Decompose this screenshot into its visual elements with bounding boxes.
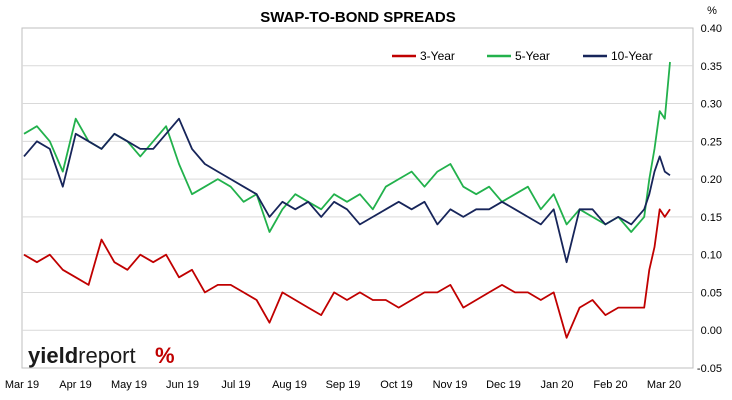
y-axis-unit: % xyxy=(707,5,717,17)
y-tick-label: 0.15 xyxy=(701,212,722,224)
x-tick-label: Oct 19 xyxy=(380,379,412,391)
x-tick-label: Aug 19 xyxy=(272,379,307,391)
x-tick-label: Nov 19 xyxy=(433,379,468,391)
x-tick-label: Jan 20 xyxy=(540,379,573,391)
legend-label: 10-Year xyxy=(611,49,653,63)
x-tick-label: Mar 19 xyxy=(5,379,39,391)
series-line-10-year xyxy=(23,117,671,264)
legend-label: 3-Year xyxy=(420,49,455,63)
yieldreport-logo: yieldreport % xyxy=(28,343,175,368)
logo-text-light: report xyxy=(78,343,135,368)
gridlines xyxy=(22,65,693,331)
x-axis-ticks: Mar 19 Apr 19 May 19 Jun 19 Jul 19 Aug 19 Sep … xyxy=(5,379,681,391)
chart-title: SWAP-TO-BOND SPREADS xyxy=(260,9,456,26)
series-line-3-year xyxy=(23,208,671,339)
y-tick-label: 0.25 xyxy=(701,136,722,148)
y-tick-label: 0.40 xyxy=(701,23,722,35)
logo-percent-mark: % xyxy=(155,343,175,368)
y-tick-label: 0.20 xyxy=(701,174,722,186)
series-line-5-year xyxy=(23,61,671,233)
x-tick-label: May 19 xyxy=(111,379,147,391)
y-tick-label: 0.10 xyxy=(701,250,722,262)
x-tick-label: Sep 19 xyxy=(326,379,361,391)
x-tick-label: Mar 20 xyxy=(647,379,681,391)
logo-text-bold: yield xyxy=(28,343,78,368)
y-axis-ticks: -0.05 0.00 0.05 0.10 0.15 0.20 0.25 0.30 0.35 0.4… xyxy=(697,23,722,375)
y-tick-label: 0.35 xyxy=(701,61,722,73)
series-lines xyxy=(23,61,671,339)
y-tick-label: -0.05 xyxy=(697,363,722,375)
x-tick-label: Dec 19 xyxy=(486,379,521,391)
y-tick-label: 0.00 xyxy=(701,325,722,337)
legend-label: 5-Year xyxy=(515,49,550,63)
legend: 3-Year 5-Year 10-Year xyxy=(392,49,653,63)
x-tick-label: Feb 20 xyxy=(593,379,627,391)
x-tick-label: Apr 19 xyxy=(59,379,91,391)
y-tick-label: 0.30 xyxy=(701,99,722,111)
plot-area xyxy=(21,27,694,369)
x-tick-label: Jun 19 xyxy=(166,379,199,391)
x-tick-label: Jul 19 xyxy=(221,379,250,391)
svg-text:yieldreport: yieldreport xyxy=(28,343,136,368)
y-tick-label: 0.05 xyxy=(701,287,722,299)
